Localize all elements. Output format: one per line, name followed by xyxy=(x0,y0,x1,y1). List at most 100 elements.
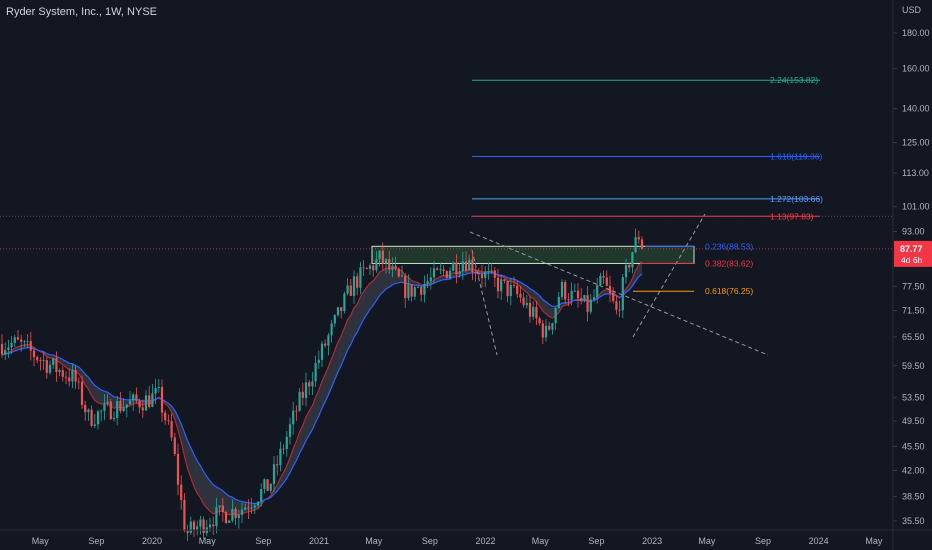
y-tick-label: 160.00 xyxy=(902,63,930,73)
x-tick-label: May xyxy=(32,536,50,546)
x-tick-label: 2020 xyxy=(142,536,162,546)
candle-up xyxy=(400,265,404,278)
candle-up xyxy=(509,278,512,306)
candle-body xyxy=(20,339,23,342)
candle-down xyxy=(538,316,541,326)
candle-body xyxy=(58,370,61,372)
candle-body xyxy=(52,358,55,365)
candle-body xyxy=(525,302,528,306)
candle-up xyxy=(132,392,135,411)
candle-down xyxy=(576,283,580,308)
chart-title: Ryder System, Inc., 1W, NYSE xyxy=(6,6,157,18)
candle-down xyxy=(160,379,164,422)
candlesticks xyxy=(0,228,644,542)
candle-body xyxy=(471,259,474,273)
candle-body xyxy=(589,299,592,312)
candle-body xyxy=(474,272,477,273)
projection-line-left xyxy=(471,249,498,356)
candle-up xyxy=(112,411,116,422)
candle-down xyxy=(90,405,93,428)
zone-box xyxy=(371,245,695,264)
candle-down xyxy=(477,268,480,278)
candle-body xyxy=(64,376,68,378)
candle-up xyxy=(333,313,336,327)
candle-body xyxy=(279,448,282,466)
candle-up xyxy=(199,515,202,535)
candle-down xyxy=(628,262,631,273)
candle-body xyxy=(74,369,77,382)
candle-body xyxy=(208,524,212,528)
candle-down xyxy=(77,377,80,390)
candle-body xyxy=(506,280,509,297)
candle-up xyxy=(58,368,61,377)
candle-down xyxy=(36,355,39,364)
x-tick-label: Sep xyxy=(755,536,771,546)
candle-down xyxy=(522,292,525,308)
candle-up xyxy=(458,263,461,278)
candle-up xyxy=(272,456,276,493)
ema-fast-line xyxy=(1,261,643,516)
candle-up xyxy=(106,393,109,407)
fib-label: 1.272(103.66) xyxy=(770,194,823,204)
candle-body xyxy=(189,521,192,533)
candle-down xyxy=(295,405,298,422)
candle-body xyxy=(237,514,240,519)
candle-body xyxy=(359,267,362,288)
candle-down xyxy=(580,288,583,305)
candle-body xyxy=(330,323,333,336)
candle-body xyxy=(103,403,106,411)
candle-body xyxy=(580,298,583,302)
x-tick-label: May xyxy=(199,536,217,546)
candle-body xyxy=(180,484,183,500)
candle-body xyxy=(439,269,442,271)
candle-down xyxy=(506,280,509,303)
candle-body xyxy=(340,307,343,312)
candle-up xyxy=(317,350,320,369)
candle-up xyxy=(407,274,410,301)
candle-body xyxy=(324,343,327,346)
y-tick-label: 45.50 xyxy=(902,441,925,451)
candle-up xyxy=(103,394,106,421)
candle-up xyxy=(413,285,416,301)
candle-up xyxy=(151,384,154,408)
candle-body xyxy=(554,308,557,324)
candle-up xyxy=(589,293,592,315)
candle-body xyxy=(528,302,532,317)
candle-body xyxy=(356,276,359,288)
candle-body xyxy=(240,509,244,515)
candle-up xyxy=(237,510,240,529)
candle-body xyxy=(522,297,525,306)
candle-up xyxy=(100,409,103,422)
candle-body xyxy=(285,436,288,450)
candle-up xyxy=(96,409,100,430)
fib-label: 1.13(97.83) xyxy=(770,211,814,221)
candle-body xyxy=(141,407,144,411)
candle-down xyxy=(512,276,516,288)
y-tick-label: 35.50 xyxy=(902,516,925,526)
candle-body xyxy=(301,391,304,398)
candle-down xyxy=(74,364,77,389)
y-tick-label: 180.00 xyxy=(902,28,930,38)
candle-body xyxy=(570,290,573,301)
candle-body xyxy=(221,505,224,512)
candle-body xyxy=(410,284,413,297)
candle-body xyxy=(583,295,586,302)
candle-down xyxy=(535,300,538,326)
candle-up xyxy=(500,274,503,300)
candle-up xyxy=(490,263,493,275)
candle-body xyxy=(426,281,429,284)
candle-up xyxy=(532,300,535,321)
y-tick-label: 93.00 xyxy=(902,227,925,237)
candle-down xyxy=(564,279,567,305)
y-tick-label: 38.50 xyxy=(902,492,925,502)
candle-down xyxy=(640,236,644,250)
candle-body xyxy=(10,342,13,348)
candle-down xyxy=(170,413,173,441)
candle-up xyxy=(560,279,564,301)
candle-body xyxy=(202,519,205,534)
candle-body xyxy=(247,507,250,509)
candle-down xyxy=(80,375,84,409)
candle-body xyxy=(148,395,151,407)
candle-body xyxy=(544,325,548,338)
